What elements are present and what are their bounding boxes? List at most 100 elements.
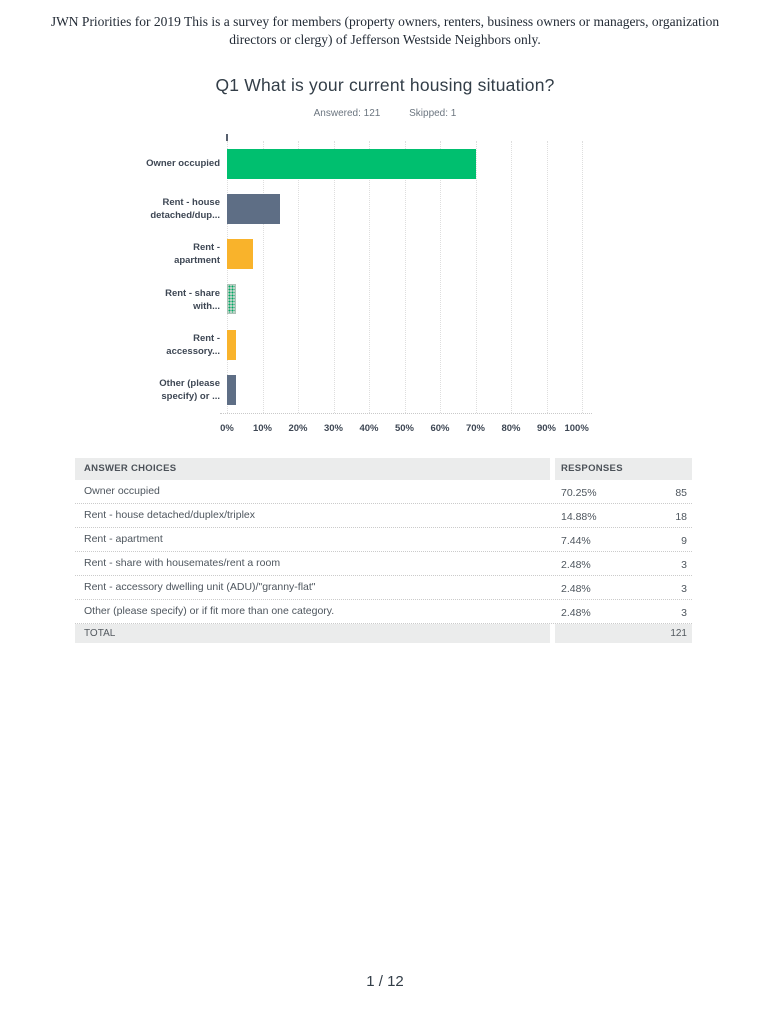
count-cell: 85 (675, 487, 687, 500)
percent-cell: 2.48% (561, 559, 591, 572)
category-label-line: apartment (174, 255, 220, 267)
answer-choice-cell: Rent - apartment (84, 532, 163, 545)
chart-row: Rent - house detached/dup... (77, 186, 597, 231)
chart-grid (226, 134, 583, 413)
bar (227, 329, 236, 360)
table-row: Owner occupied 70.25% 85 (75, 480, 692, 503)
category-label-line: with... (193, 300, 220, 312)
grid-line (582, 141, 583, 413)
table-row: Rent - share with housemates/rent a room… (75, 550, 692, 575)
category-label-line: Rent - (193, 242, 220, 254)
grid-line (262, 141, 264, 413)
x-axis-line (220, 413, 592, 414)
category-label: Owner occupied (77, 141, 227, 186)
bar-track (227, 368, 582, 413)
x-axis-tick-label: 90% (536, 422, 557, 434)
x-axis-tick-label: 10% (252, 422, 273, 434)
responses-cell: 70.25% 85 (555, 484, 692, 500)
answer-choice-cell: Rent - house detached/duplex/triplex (84, 508, 256, 521)
chart-row: Other (please specify) or ... (77, 368, 597, 413)
results-table: ANSWER CHOICES RESPONSES Owner occupied 7… (75, 457, 692, 643)
count-cell: 3 (681, 583, 687, 596)
responses-cell: 2.48% 3 (555, 580, 692, 596)
count-cell: 3 (681, 607, 687, 620)
bar-track (227, 186, 582, 231)
category-label: Rent - share with... (77, 277, 227, 322)
report-header-text: JWN Priorities for 2019 This is a survey… (50, 14, 720, 47)
x-axis-tick-label: 30% (323, 422, 344, 434)
chart-row: Rent - accessory... (77, 322, 597, 367)
percent-cell: 70.25% (561, 487, 597, 500)
bar (227, 148, 477, 179)
responses-cell: 2.48% 3 (555, 604, 692, 620)
x-axis-tick-label: 40% (359, 422, 379, 434)
bar (227, 375, 236, 406)
chart-plot-area: Owner occupied Rent - house detached/dup..… (77, 134, 597, 414)
answer-choice-cell: Owner occupied (84, 484, 160, 497)
table-row: Rent - apartment 7.44% 9 (75, 526, 692, 551)
total-count: 121 (555, 623, 692, 643)
bar (227, 284, 236, 315)
table-row: Other (please specify) or if fit more th… (75, 598, 692, 623)
chart-row: Rent - share with... (77, 277, 597, 322)
response-stats: Answered: 121 Skipped: 1 (0, 108, 770, 120)
count-cell: 18 (675, 511, 687, 524)
question-title: Q1 What is your current housing situatio… (215, 75, 555, 95)
grid-line (298, 141, 299, 413)
bar-track (227, 141, 582, 186)
column-header-answer-choices: ANSWER CHOICES (75, 457, 550, 480)
category-label-line: specify) or ... (161, 391, 220, 403)
x-axis-tick-label: 60% (430, 422, 450, 434)
answer-choice-cell: Other (please specify) or if fit more th… (84, 604, 335, 617)
x-axis-tick-label: 100% (564, 422, 589, 434)
percent-cell: 7.44% (561, 535, 591, 548)
category-label-line: Owner occupied (146, 158, 220, 170)
bar-track (227, 322, 582, 367)
responses-cell: 2.48% 3 (555, 556, 692, 572)
x-axis-tick-label: 20% (288, 422, 308, 434)
x-axis: 0% 10% 20% 30% 40% 50% 60% 70% 80% 90% 100% (220, 421, 589, 437)
percent-cell: 2.48% (561, 583, 591, 596)
x-axis-tick-label: 80% (501, 422, 521, 434)
y-axis-cap (226, 134, 228, 141)
grid-line (546, 141, 548, 413)
answer-choice-cell: Rent - share with housemates/rent a room (84, 556, 281, 569)
responses-cell: 7.44% 9 (555, 532, 692, 548)
category-label-line: Other (please (159, 378, 220, 390)
grid-line (440, 141, 441, 413)
count-cell: 3 (681, 559, 687, 572)
percent-cell: 2.48% (561, 607, 591, 620)
category-label: Other (please specify) or ... (77, 368, 227, 413)
category-label-line: Rent - share (165, 287, 220, 299)
grid-line (333, 141, 335, 413)
grid-line (475, 141, 477, 413)
chart-row: Owner occupied (77, 141, 597, 186)
category-label-line: Rent - house (162, 196, 220, 208)
category-label-line: accessory... (166, 345, 220, 357)
count-cell: 9 (681, 535, 687, 548)
table-total-row: TOTAL 121 (75, 622, 692, 643)
x-axis-tick-label: 0% (220, 422, 234, 434)
x-axis-tick-label: 70% (465, 422, 486, 434)
responses-cell: 14.88% 18 (555, 508, 692, 524)
column-header-responses: RESPONSES (555, 457, 692, 480)
category-label: Rent - apartment (77, 232, 227, 277)
table-header-row: ANSWER CHOICES RESPONSES (75, 457, 692, 480)
bar-track (227, 277, 582, 322)
grid-line (511, 141, 512, 413)
category-label: Rent - house detached/dup... (77, 186, 227, 231)
total-label: TOTAL (75, 623, 550, 643)
grid-line (404, 141, 406, 413)
skipped-count: Skipped: 1 (409, 108, 457, 119)
table-row: Rent - accessory dwelling unit (ADU)/"gr… (75, 574, 692, 599)
grid-line (369, 141, 370, 413)
table-row: Rent - house detached/duplex/triplex 14.8… (75, 502, 692, 527)
bar (227, 193, 280, 224)
x-axis-tick-label: 50% (394, 422, 415, 434)
category-label-line: detached/dup... (150, 209, 220, 221)
bar (227, 239, 254, 270)
bar-track (227, 232, 582, 277)
page-indicator: 1 / 12 (366, 973, 404, 990)
bar-chart: Owner occupied Rent - house detached/dup..… (77, 134, 597, 437)
